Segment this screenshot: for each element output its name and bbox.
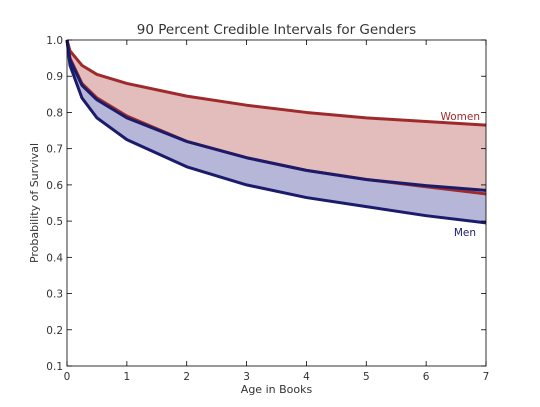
- series-label-men: Men: [454, 227, 476, 239]
- x-tick-label: 7: [483, 371, 490, 383]
- men-band-fill: [67, 40, 486, 223]
- x-tick-label: 5: [363, 371, 370, 383]
- x-axis-label: Age in Books: [241, 383, 313, 396]
- x-tick-label: 0: [64, 371, 71, 383]
- y-tick-label: 0.9: [46, 71, 63, 83]
- axis-ticks: 0 1 2 3 4 5 6 7 0.1 0.2 0.3 0.4 0.5 0.6 0.7 0.8 0.9 1.0: [46, 35, 489, 383]
- y-tick-label: 0.2: [46, 325, 63, 337]
- men-upper-bound-line: [65, 39, 487, 192]
- chart-title: 90 Percent Credible Intervals for Gender…: [137, 22, 416, 38]
- women-upper-bound-line: [65, 39, 487, 127]
- y-tick-label: 0.6: [46, 180, 63, 192]
- x-tick-label: 4: [303, 371, 310, 383]
- y-tick-label: 0.3: [46, 289, 63, 301]
- x-tick-label: 1: [124, 371, 131, 383]
- y-tick-label: 0.8: [46, 107, 63, 119]
- y-tick-label: 1.0: [46, 35, 63, 47]
- y-tick-label: 0.1: [46, 361, 63, 373]
- y-tick-label: 0.5: [46, 216, 63, 228]
- y-tick-label: 0.4: [46, 252, 63, 264]
- y-tick-label: 0.7: [46, 144, 63, 156]
- y-axis-label: Probability of Survival: [28, 143, 41, 263]
- x-tick-label: 3: [243, 371, 250, 383]
- band-lines: [65, 39, 487, 225]
- band-fills: [67, 40, 486, 223]
- series-label-women: Women: [440, 111, 480, 123]
- women-band-fill: [67, 40, 486, 194]
- x-tick-label: 2: [183, 371, 190, 383]
- x-tick-label: 6: [423, 371, 430, 383]
- plot-frame: [66, 39, 487, 367]
- men-lower-bound-line: [65, 39, 487, 225]
